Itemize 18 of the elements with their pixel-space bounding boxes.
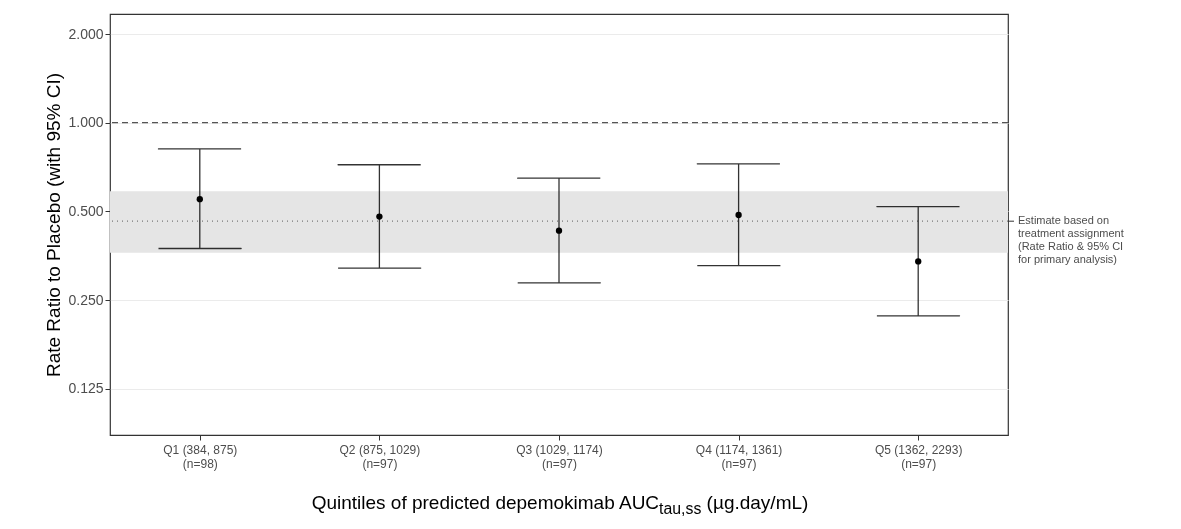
x-tick-label: Q5 (1362, 2293) (n=97) (875, 442, 963, 471)
x-axis-title: Quintiles of predicted depemokimab AUC$_{tau,ss}$ (µg.day/mL) (310, 492, 810, 518)
point (196, 196, 203, 203)
point (915, 258, 922, 265)
y-axis-title: Rate Ratio to Placebo (with 95% CI) (43, 72, 65, 378)
x-tick-label: Q4 (1174, 1361) (n=97) (695, 442, 783, 471)
x-tick-label: Q1 (384, 875) (n=98) (163, 442, 238, 471)
point (735, 211, 742, 219)
y-tick-label: 2.000 (68, 25, 104, 42)
y-tick-label: 0.250 (68, 291, 104, 308)
y-tick-label: 0.500 (68, 202, 104, 219)
x-tick-label: Q3 (1029, 1174) (n=97) (516, 442, 603, 471)
ref-line-label: Estimate based on treatment assignment (Rate Ratio & 95% CI for primary analysis) (1018, 214, 1124, 266)
y-tick-label: 1.000 (68, 114, 104, 131)
point (555, 227, 563, 234)
point (376, 213, 383, 220)
x-tick-label: Q2 (875, 1029) (n=97) (339, 442, 421, 471)
y-tick-label: 0.125 (68, 380, 104, 397)
